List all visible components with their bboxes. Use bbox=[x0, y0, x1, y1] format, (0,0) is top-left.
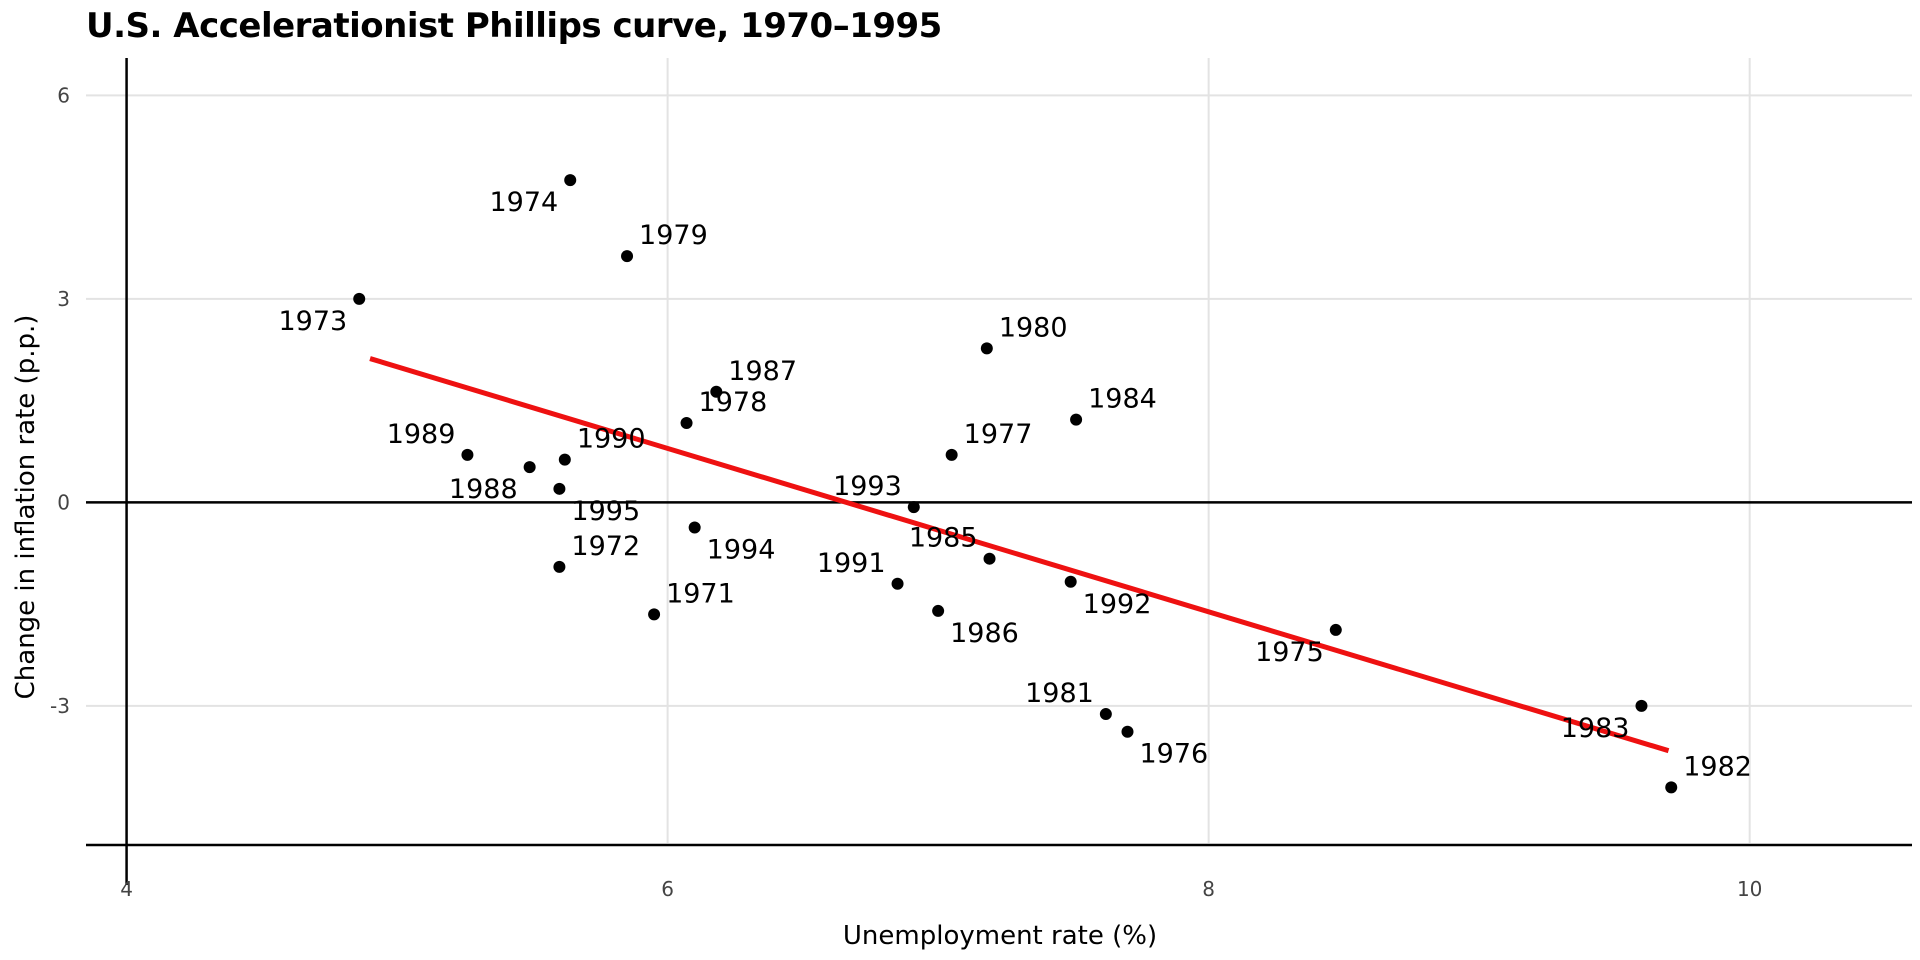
data-point bbox=[621, 250, 634, 263]
axes-layer: 4 6 8 10 6 3 0 -3 bbox=[50, 58, 1912, 901]
point-label: 1973 bbox=[279, 306, 348, 337]
point-label: 1977 bbox=[964, 419, 1033, 450]
point-label: 1994 bbox=[707, 534, 776, 565]
point-label: 1974 bbox=[490, 187, 559, 218]
data-point bbox=[461, 448, 474, 461]
point-label: 1986 bbox=[950, 618, 1019, 649]
data-point bbox=[353, 292, 366, 305]
data-point bbox=[932, 604, 945, 617]
point-label: 1975 bbox=[1255, 637, 1324, 668]
point-label: 1991 bbox=[817, 548, 886, 579]
data-point bbox=[1064, 575, 1077, 588]
y-tick-label: 3 bbox=[57, 287, 70, 311]
data-point bbox=[1329, 623, 1342, 636]
x-tick-label: 4 bbox=[120, 877, 133, 901]
x-tick-label: 8 bbox=[1202, 877, 1215, 901]
point-label: 1987 bbox=[728, 356, 797, 387]
data-point bbox=[907, 501, 920, 514]
point-label: 1982 bbox=[1683, 751, 1752, 782]
data-point bbox=[648, 608, 661, 621]
data-point bbox=[1665, 781, 1678, 794]
fit-line-layer bbox=[369, 356, 1670, 754]
data-point bbox=[1099, 708, 1112, 721]
y-axis-title: Change in inflation rate (p.p.) bbox=[11, 315, 41, 700]
point-label: 1976 bbox=[1139, 739, 1208, 770]
point-label: 1971 bbox=[666, 578, 735, 609]
y-tick-label: 6 bbox=[57, 83, 70, 107]
point-label: 1985 bbox=[909, 523, 978, 554]
point-label: 1980 bbox=[999, 312, 1068, 343]
data-point bbox=[553, 482, 566, 495]
point-label: 1988 bbox=[449, 474, 518, 505]
point-label: 1978 bbox=[699, 387, 768, 418]
point-label: 1979 bbox=[639, 220, 708, 251]
data-point bbox=[688, 521, 701, 534]
points-layer bbox=[353, 174, 1678, 794]
point-label: 1984 bbox=[1088, 384, 1157, 415]
point-label: 1972 bbox=[571, 531, 640, 562]
y-tick-label: 0 bbox=[57, 490, 70, 514]
data-point bbox=[564, 174, 577, 187]
grid-layer bbox=[86, 58, 1912, 843]
x-tick-label: 10 bbox=[1737, 877, 1762, 901]
point-label: 1983 bbox=[1561, 713, 1630, 744]
data-point bbox=[553, 560, 566, 573]
point-label: 1989 bbox=[387, 419, 456, 450]
x-axis-title: Unemployment rate (%) bbox=[843, 921, 1157, 951]
point-labels-layer: 1971 1972 1973 1974 1975 1976 1977 1978 1979 1980… bbox=[279, 187, 1752, 782]
data-point bbox=[945, 448, 958, 461]
fit-line bbox=[369, 356, 1670, 754]
y-tick-label: -3 bbox=[50, 694, 70, 718]
data-point bbox=[1121, 725, 1134, 738]
data-point bbox=[558, 453, 571, 466]
point-label: 1990 bbox=[577, 424, 646, 455]
point-label: 1993 bbox=[833, 471, 902, 502]
point-label: 1995 bbox=[571, 496, 640, 527]
data-point bbox=[1070, 413, 1083, 426]
data-point bbox=[891, 577, 904, 590]
data-point bbox=[523, 461, 536, 474]
chart-title: U.S. Accelerationist Phillips curve, 197… bbox=[86, 6, 942, 46]
data-point bbox=[710, 385, 723, 398]
data-point bbox=[983, 552, 996, 565]
data-point bbox=[1635, 699, 1648, 712]
point-label: 1981 bbox=[1025, 678, 1094, 709]
point-label: 1992 bbox=[1083, 589, 1152, 620]
x-tick-label: 6 bbox=[661, 877, 674, 901]
data-point bbox=[980, 342, 993, 355]
data-point bbox=[680, 417, 693, 430]
